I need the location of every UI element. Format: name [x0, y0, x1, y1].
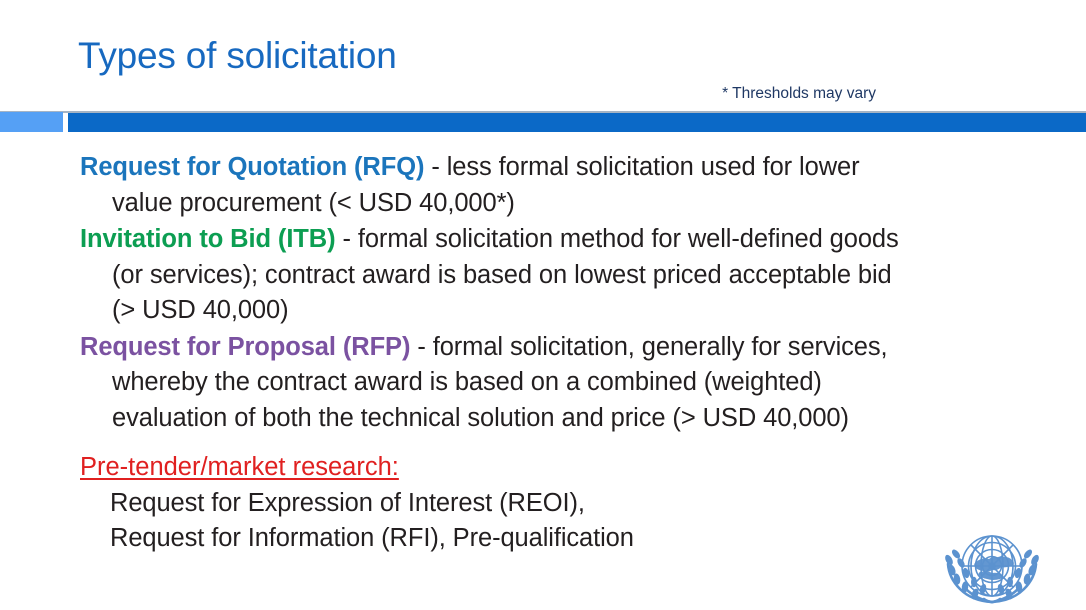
solicitation-desc-itb: - formal solicitation method for well-de…	[112, 225, 899, 324]
divider-accent-block	[0, 112, 63, 132]
solicitation-lead-rfq: Request for Quotation (RFQ)	[80, 153, 425, 181]
solicitation-lead-itb: Invitation to Bid (ITB)	[80, 225, 336, 253]
pretender-heading: Pre-tender/market research:	[80, 453, 399, 481]
solicitation-item-rfp: Request for Proposal (RFP) - formal soli…	[80, 330, 910, 437]
solicitation-desc-rfp: - formal solicitation, generally for ser…	[112, 332, 888, 432]
solicitation-item-itb: Invitation to Bid (ITB) - formal solicit…	[80, 222, 910, 329]
divider-hairline	[0, 111, 1086, 113]
solicitation-lead-rfp: Request for Proposal (RFP)	[80, 332, 411, 361]
body-content: Request for Quotation (RFQ) - less forma…	[80, 150, 910, 557]
divider-bar	[68, 113, 1086, 132]
pretender-section: Pre-tender/market research: Request for …	[80, 442, 910, 557]
page-title: Types of solicitation	[78, 35, 397, 76]
un-emblem-icon	[936, 528, 1048, 610]
threshold-footnote: * Thresholds may vary	[722, 85, 876, 102]
pretender-heading-row: Pre-tender/market research:	[80, 442, 910, 486]
solicitation-desc-rfq: - less formal solicitation used for lowe…	[112, 153, 860, 217]
pretender-line-2: Request for Information (RFI), Pre-quali…	[110, 524, 634, 552]
solicitation-item-rfq: Request for Quotation (RFQ) - less forma…	[80, 150, 910, 221]
pretender-line-1: Request for Expression of Interest (REOI…	[110, 488, 585, 517]
